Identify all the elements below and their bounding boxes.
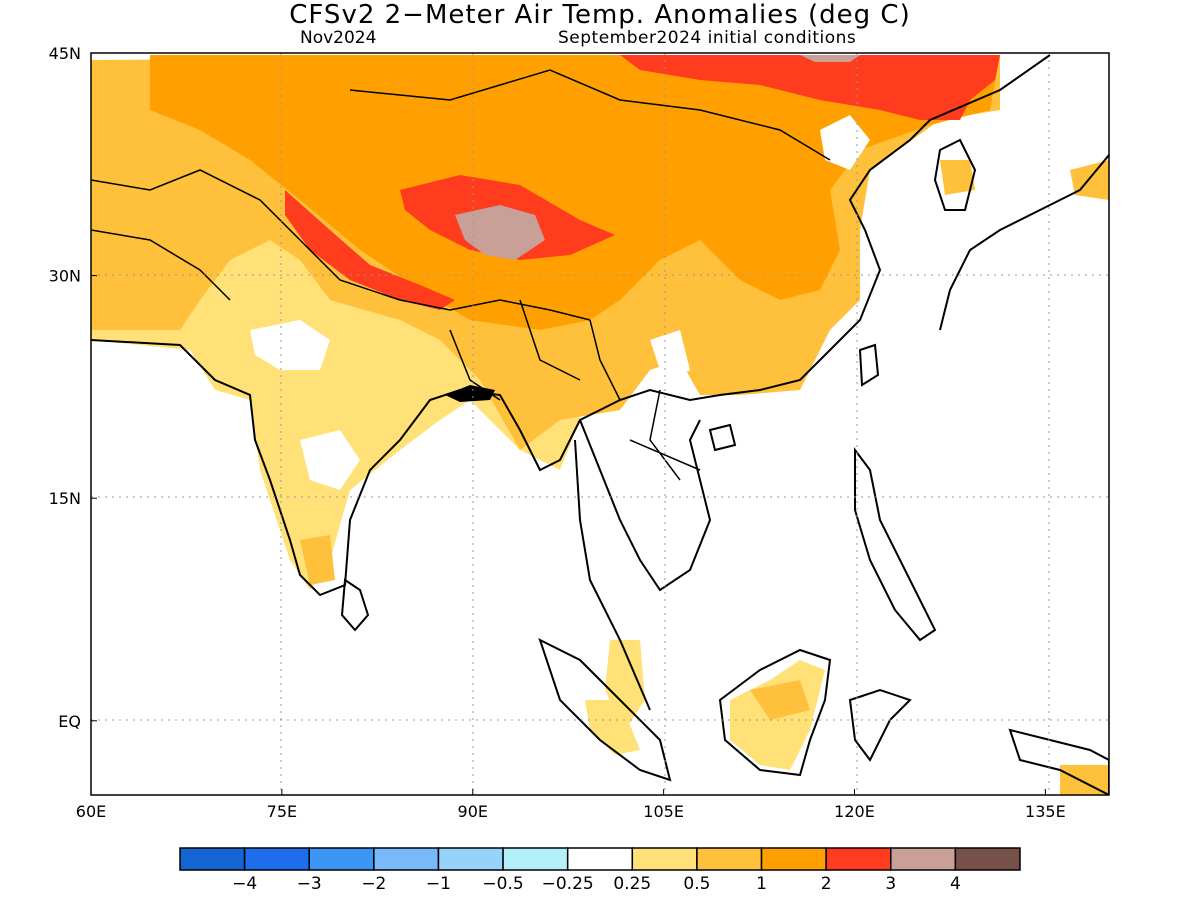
colorbar-label: 2 bbox=[821, 874, 832, 894]
anomaly-field bbox=[91, 55, 1109, 795]
colorbar-label: 4 bbox=[950, 874, 961, 894]
coastline-south-asia bbox=[91, 54, 1051, 597]
anomaly-region-mid bbox=[300, 535, 335, 585]
anomaly-region-very-high bbox=[285, 190, 455, 310]
colorbar-swatch bbox=[696, 847, 763, 871]
colorbar-swatch bbox=[566, 847, 634, 871]
colorbar-swatch bbox=[437, 847, 504, 871]
colorbar-swatch bbox=[631, 847, 698, 871]
forecast-month: Nov2024 bbox=[300, 28, 377, 48]
colorbar-swatch bbox=[760, 847, 827, 871]
gridlines bbox=[91, 53, 1109, 795]
anomaly-region-mid bbox=[750, 680, 810, 720]
coastline-sri-lanka bbox=[340, 578, 370, 632]
ganges-delta bbox=[445, 385, 495, 402]
coastline-new-guinea bbox=[1008, 728, 1109, 795]
coastline-korea bbox=[933, 138, 977, 211]
anomaly-region-neutral bbox=[650, 330, 690, 385]
map-title: CFSv2 2−Meter Air Temp. Anomalies (deg C… bbox=[289, 0, 911, 30]
colorbar-swatch bbox=[179, 847, 246, 871]
y-tick-label: 30N bbox=[49, 267, 81, 286]
coastline-borneo bbox=[718, 648, 832, 777]
coastline-indochina bbox=[579, 419, 712, 592]
y-tick-label: 15N bbox=[49, 489, 81, 508]
colorbar-label: −0.25 bbox=[542, 874, 594, 894]
colorbar: −4 −3 −2 −1 −0.5 −0.25 0.25 0.5 1 2 3 4 bbox=[179, 847, 1021, 894]
colorbar-swatch bbox=[825, 847, 892, 871]
x-tick-label: 90E bbox=[458, 802, 488, 821]
colorbar-label: 0.25 bbox=[613, 874, 651, 894]
colorbar-label: 1 bbox=[756, 874, 767, 894]
border-lines bbox=[91, 69, 831, 481]
anomaly-region-mid bbox=[940, 160, 975, 195]
anomaly-region-very-high bbox=[620, 55, 1000, 120]
colorbar-swatch bbox=[502, 847, 569, 871]
colorbar-swatch bbox=[954, 847, 1021, 871]
y-axis: 45N 30N 15N EQ bbox=[49, 44, 97, 731]
colorbar-swatch bbox=[373, 847, 440, 871]
colorbar-label: −0.5 bbox=[482, 874, 523, 894]
coastline-taiwan bbox=[858, 343, 880, 387]
y-tick-label: 45N bbox=[49, 44, 81, 63]
colorbar-swatch bbox=[890, 847, 957, 871]
x-tick-label: 60E bbox=[76, 802, 106, 821]
colorbar-label: −3 bbox=[297, 874, 322, 894]
coastline-malay bbox=[574, 439, 651, 711]
anomaly-region-extreme bbox=[455, 205, 545, 260]
x-axis: 60E 75E 90E 105E 120E 135E bbox=[76, 789, 1066, 821]
coastline-sulawesi bbox=[848, 688, 912, 762]
initial-conditions: September2024 initial conditions bbox=[558, 28, 857, 48]
x-tick-label: 105E bbox=[643, 802, 684, 821]
coastline-japan bbox=[939, 154, 1109, 331]
colorbar-label: −4 bbox=[232, 874, 257, 894]
colorbar-swatch bbox=[308, 847, 375, 871]
anomaly-region-low bbox=[585, 700, 640, 755]
anomaly-region-high bbox=[150, 55, 1000, 330]
plot-frame bbox=[90, 52, 1110, 796]
anomaly-region-mid bbox=[1060, 765, 1109, 795]
colorbar-label: −2 bbox=[361, 874, 386, 894]
anomaly-region-neutral bbox=[300, 430, 360, 490]
coastline-sumatra bbox=[538, 638, 672, 782]
anomaly-region-neutral bbox=[250, 320, 330, 370]
coastline-hainan bbox=[708, 423, 737, 452]
anomaly-region-neutral bbox=[820, 115, 870, 170]
x-tick-label: 135E bbox=[1025, 802, 1066, 821]
colorbar-label: 3 bbox=[885, 874, 896, 894]
colorbar-label: 0.5 bbox=[683, 874, 710, 894]
y-tick-label: EQ bbox=[58, 712, 81, 731]
colorbar-swatch bbox=[243, 847, 310, 871]
coastline-philippines bbox=[854, 447, 937, 642]
x-tick-label: 75E bbox=[267, 802, 297, 821]
colorbar-label: −1 bbox=[426, 874, 451, 894]
anomaly-region-extreme bbox=[800, 55, 860, 62]
x-tick-label: 120E bbox=[834, 802, 875, 821]
